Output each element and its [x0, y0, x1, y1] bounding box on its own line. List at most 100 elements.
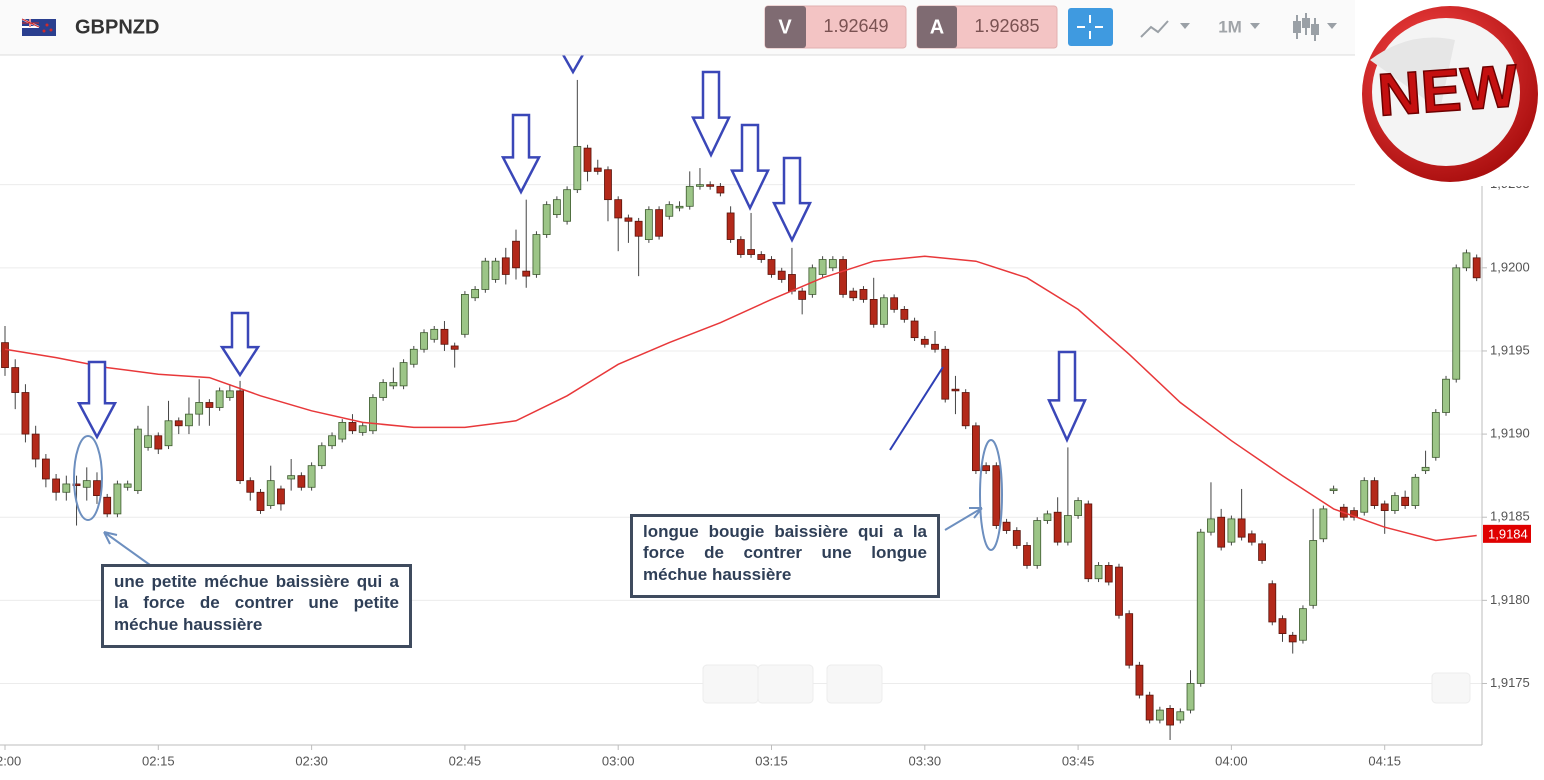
candle-body — [174, 420, 183, 427]
candle-body — [1002, 521, 1011, 531]
candle-body — [1186, 683, 1195, 711]
candle-body — [430, 328, 439, 340]
candle-body — [1084, 503, 1093, 580]
candle-body — [460, 294, 469, 335]
candle-body — [1288, 634, 1297, 643]
candle-body — [1360, 480, 1369, 513]
arrow — [691, 70, 731, 158]
candle-body — [839, 259, 847, 295]
candle-body — [123, 483, 132, 488]
indicator-button[interactable] — [1140, 20, 1190, 38]
candle-body — [818, 259, 827, 275]
candle-body — [491, 260, 500, 280]
candle-body — [358, 425, 367, 433]
candle-body — [614, 199, 623, 219]
candle-body — [634, 220, 643, 237]
candle-body — [1452, 267, 1461, 380]
candle-body — [849, 290, 858, 299]
candle-body — [1401, 496, 1410, 506]
candle-body — [440, 328, 449, 345]
candle-body — [890, 297, 899, 310]
candle-body — [1166, 708, 1174, 726]
candle-body — [1074, 500, 1082, 516]
candle-body — [205, 402, 214, 408]
candle-body — [471, 289, 480, 299]
candle-body — [788, 274, 796, 292]
candle-body — [1299, 608, 1307, 641]
candle-body — [961, 392, 970, 427]
timeframe: 1M — [1218, 17, 1242, 36]
chart-type-button[interactable] — [1293, 13, 1337, 41]
candle-body — [828, 259, 837, 269]
candle-body — [389, 382, 398, 387]
arrow — [219, 311, 261, 378]
candle-body — [1227, 518, 1236, 543]
candle-body — [62, 483, 71, 493]
timeframe-button[interactable]: 1M — [1218, 17, 1260, 36]
candle-body — [972, 425, 980, 472]
candle-body — [225, 390, 234, 398]
candle-body — [593, 167, 602, 172]
buy-label: A — [930, 16, 944, 38]
candle-body — [1411, 476, 1420, 506]
highlight-ellipse — [979, 439, 1003, 551]
candle-body — [644, 209, 653, 240]
candle-body — [41, 458, 50, 480]
candle-body — [880, 297, 888, 325]
candle-body — [716, 185, 725, 194]
candle-body — [1370, 480, 1379, 506]
x-tick-label: 02:15 — [142, 753, 175, 768]
crosshair-button[interactable] — [1068, 8, 1113, 46]
candle-body — [1237, 518, 1246, 538]
x-tick-label: 03:15 — [755, 753, 788, 768]
candle-body — [542, 204, 551, 235]
candle-body — [154, 435, 163, 450]
candle-body — [103, 496, 112, 515]
candle-body — [1012, 530, 1021, 546]
plot-area: 1,91751,91801,91851,91901,91951,92001,92… — [0, 79, 1531, 768]
candle-body — [297, 475, 306, 488]
candle-body — [164, 420, 173, 447]
current-value-label: 1,9184 — [1488, 526, 1528, 541]
candle-body — [583, 147, 592, 172]
candle-body — [287, 475, 296, 480]
candle-body — [1043, 513, 1052, 521]
x-tick-label: 03:00 — [602, 753, 635, 768]
trend-stroke — [889, 366, 944, 451]
y-tick-label: 1,9190 — [1490, 426, 1530, 441]
candle-body — [1207, 518, 1215, 533]
x-tick-label: 02:00 — [0, 753, 21, 768]
candle-body — [798, 290, 807, 300]
y-tick-label: 1,9180 — [1490, 592, 1530, 607]
x-tick-label: 04:00 — [1215, 753, 1248, 768]
candle-body — [1104, 565, 1113, 583]
candle-body — [369, 397, 377, 432]
y-tick-label: 1,9195 — [1490, 342, 1530, 357]
candle-body — [215, 390, 224, 408]
pointer — [944, 507, 983, 531]
sell-price: 1.92649 — [823, 16, 888, 36]
candle-body — [1462, 252, 1471, 269]
sell-button[interactable]: V 1.92649 — [764, 5, 907, 49]
y-tick-label: 1,9185 — [1490, 509, 1530, 524]
arrow — [500, 113, 542, 195]
candle-body — [1, 342, 9, 368]
current-value-marker — [1483, 524, 1531, 543]
candle-body — [481, 260, 490, 290]
candle-body — [1421, 466, 1430, 472]
buy-button[interactable]: A 1.92685 — [916, 5, 1058, 49]
candle-body — [256, 491, 265, 511]
x-tick-label: 02:30 — [295, 753, 328, 768]
candle-body — [1125, 613, 1134, 666]
candle-body — [563, 189, 571, 222]
candle-body — [246, 480, 255, 493]
candle-body — [72, 483, 81, 487]
candle-body — [277, 488, 285, 505]
nav-buttons[interactable] — [702, 664, 1471, 704]
candle-body — [1258, 543, 1266, 561]
candle-body — [532, 234, 541, 275]
candle-body — [573, 146, 582, 191]
